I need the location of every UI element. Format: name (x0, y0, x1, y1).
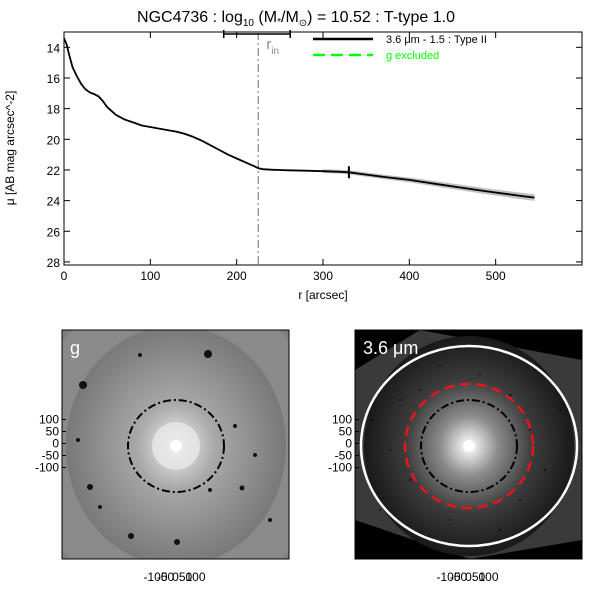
x-tick-label: 300 (313, 269, 333, 283)
g-image-frame (61, 329, 290, 560)
y-tick-label: 14 (47, 41, 61, 55)
profile-plot: 0 100 200 300 400 500 14 16 18 20 22 24 26 28 rin r … (3, 30, 583, 302)
image-x-tick-label: -50 (157, 570, 175, 584)
image-x-tick-label: 50 (472, 570, 486, 584)
y-tick-label: 18 (47, 103, 61, 117)
image-y-tick-label: -50 (335, 449, 353, 463)
profile-curves (63, 37, 535, 201)
image-y-tick-label: -100 (35, 461, 59, 475)
x-tick-label: 0 (61, 269, 68, 283)
image-x-tick-label: 0 (465, 570, 472, 584)
legend-label-1: 3.6 μm - 1.5 : Type II (386, 34, 487, 46)
image-y-tick-label: 0 (345, 437, 352, 451)
image-x-tick-label: -100 (143, 570, 167, 584)
image-y-tick-label: 100 (332, 413, 352, 427)
chart-title: NGC4736 : log10 (M*/M⊙) = 10.52 : T-type… (137, 9, 455, 29)
image-y-tick-label: 0 (52, 437, 59, 451)
y-tick-label: 24 (47, 195, 61, 209)
x-tick-label: 500 (486, 269, 506, 283)
y-tick-label: 22 (47, 164, 61, 178)
ir-image-label: 3.6 μm (363, 338, 418, 358)
ir-image-frame (354, 329, 583, 560)
r-in-label: rin (266, 36, 279, 57)
x-tick-label: 200 (227, 269, 247, 283)
image-x-tick-label: 0 (172, 570, 179, 584)
y-tick-label: 16 (47, 72, 61, 86)
y-tick-label: 20 (47, 133, 61, 147)
image-x-tick-label: 100 (185, 570, 205, 584)
image-y-tick-label: -50 (42, 449, 60, 463)
y-tick-label: 28 (47, 256, 61, 270)
plot-frame (63, 31, 583, 266)
x-tick-label: 100 (140, 269, 160, 283)
profile-envelope (323, 169, 535, 201)
image-y-tick-label: 50 (339, 425, 353, 439)
image-y-tick-label: -100 (328, 461, 352, 475)
x-axis-ticks: 0 100 200 300 400 500 (61, 32, 506, 283)
g-image-label: g (70, 338, 80, 358)
image-x-tick-label: 50 (179, 570, 193, 584)
y-tick-label: 26 (47, 225, 61, 239)
image-x-tick-label: -100 (436, 570, 460, 584)
annotations: rin (222, 30, 291, 265)
profile-line (63, 37, 535, 199)
y-axis-label: μ [AB mag arcsec^-2] (3, 91, 17, 206)
image-x-tick-label: 100 (478, 570, 498, 584)
image-y-tick-label: 50 (46, 425, 60, 439)
x-axis-label: r [arcsec] (298, 288, 347, 302)
legend: 3.6 μm - 1.5 : Type II g excluded (313, 34, 487, 62)
x-tick-label: 400 (399, 269, 419, 283)
image-y-tick-label: 100 (39, 413, 59, 427)
legend-label-2: g excluded (386, 50, 439, 62)
y-axis-ticks: 14 16 18 20 22 24 26 28 (47, 41, 582, 270)
image-x-tick-label: -50 (450, 570, 468, 584)
